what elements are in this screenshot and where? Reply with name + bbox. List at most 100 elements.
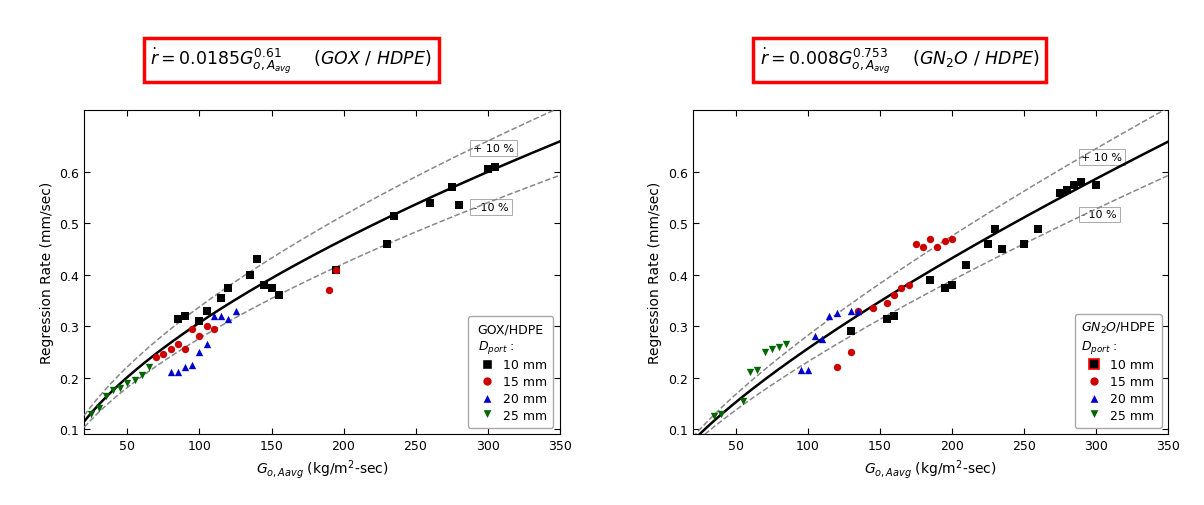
Text: $\dot{r} = 0.008G_{o,A_{avg}}^{0.753}$    $(GN_2O\ /\ HDPE)$: $\dot{r} = 0.008G_{o,A_{avg}}^{0.753}$ $… xyxy=(760,45,1039,76)
Point xyxy=(241,271,260,279)
Point xyxy=(1072,179,1091,187)
Point xyxy=(1057,186,1076,194)
Point xyxy=(957,261,976,269)
Point xyxy=(842,348,861,356)
Point xyxy=(704,412,724,420)
Text: - 10 %: - 10 % xyxy=(473,203,509,213)
Point xyxy=(197,323,217,331)
Point xyxy=(176,345,195,353)
Point xyxy=(169,369,188,377)
Point xyxy=(96,392,116,400)
Point xyxy=(936,238,955,246)
Point xyxy=(82,410,101,418)
Point xyxy=(212,294,231,302)
Y-axis label: Regression Rate (mm/sec): Regression Rate (mm/sec) xyxy=(40,182,54,364)
Point xyxy=(262,284,282,292)
Point xyxy=(1086,181,1105,189)
Point xyxy=(176,364,195,372)
Point xyxy=(978,240,997,248)
Point xyxy=(748,366,767,374)
Point xyxy=(485,164,504,172)
Point xyxy=(111,384,130,392)
Point xyxy=(914,243,933,251)
Point xyxy=(384,212,403,220)
Point xyxy=(943,281,962,289)
Point xyxy=(183,325,202,333)
Point xyxy=(777,340,796,348)
X-axis label: $G_{o,Aavg}$ (kg/m$^{2}$-sec): $G_{o,Aavg}$ (kg/m$^{2}$-sec) xyxy=(255,458,388,481)
Point xyxy=(169,315,188,323)
Point xyxy=(899,281,919,289)
Point xyxy=(89,405,108,413)
Point xyxy=(154,351,173,359)
Point xyxy=(762,345,781,353)
Text: $\dot{r} = 0.0185G_{o,A_{avg}}^{0.61}$    $(GOX\ /\ HDPE)$: $\dot{r} = 0.0185G_{o,A_{avg}}^{0.61}$ $… xyxy=(150,45,432,76)
Text: + 10 %: + 10 % xyxy=(473,144,514,154)
Point xyxy=(268,292,288,300)
Point xyxy=(1050,189,1069,197)
Point xyxy=(827,364,846,372)
Point xyxy=(791,366,810,374)
Point xyxy=(842,328,861,336)
Point xyxy=(219,284,238,292)
Point xyxy=(161,345,181,353)
Point xyxy=(190,333,209,341)
Point xyxy=(985,225,1004,233)
Point xyxy=(118,379,137,387)
Point xyxy=(805,333,825,341)
Point xyxy=(740,369,760,377)
Point xyxy=(140,364,159,372)
Point xyxy=(377,240,396,248)
Point xyxy=(849,307,868,315)
Point xyxy=(1014,240,1033,248)
Point xyxy=(1064,181,1084,189)
Point xyxy=(169,340,188,348)
Point xyxy=(755,348,774,356)
Text: - 10 %: - 10 % xyxy=(1081,210,1117,220)
Point xyxy=(943,235,962,243)
Y-axis label: Regression Rate (mm/sec): Regression Rate (mm/sec) xyxy=(648,182,662,364)
Point xyxy=(420,199,439,208)
Point xyxy=(885,312,904,320)
Point xyxy=(928,243,948,251)
Point xyxy=(878,299,897,308)
Point xyxy=(798,366,818,374)
Point xyxy=(255,281,275,289)
Point xyxy=(827,310,846,318)
Point xyxy=(442,184,461,192)
X-axis label: $G_{o,Aavg}$ (kg/m$^{2}$-sec): $G_{o,Aavg}$ (kg/m$^{2}$-sec) xyxy=(864,458,997,481)
Point xyxy=(125,376,144,384)
Point xyxy=(205,312,224,320)
Point xyxy=(326,266,346,274)
Point xyxy=(190,318,209,326)
Point xyxy=(878,315,897,323)
Point xyxy=(248,256,267,264)
Point xyxy=(147,354,166,362)
Point xyxy=(183,361,202,369)
Point xyxy=(326,266,346,274)
Point xyxy=(104,387,123,395)
Text: + 10 %: + 10 % xyxy=(1081,153,1122,163)
Point xyxy=(176,312,195,320)
Point xyxy=(1028,225,1047,233)
Point xyxy=(219,315,238,323)
Point xyxy=(863,305,883,313)
Point xyxy=(226,307,246,315)
Point xyxy=(319,287,338,295)
Point xyxy=(190,348,209,356)
Point xyxy=(161,369,181,377)
Point xyxy=(842,307,861,315)
Point xyxy=(478,166,497,174)
Point xyxy=(197,340,217,348)
Point xyxy=(769,343,789,351)
Point xyxy=(892,284,911,292)
Point xyxy=(712,410,731,418)
Point xyxy=(936,284,955,292)
Point xyxy=(197,307,217,315)
Point xyxy=(849,307,868,315)
Point xyxy=(820,312,839,320)
Point xyxy=(205,325,224,333)
Point xyxy=(733,397,752,405)
Point xyxy=(212,312,231,320)
Point xyxy=(449,202,468,210)
